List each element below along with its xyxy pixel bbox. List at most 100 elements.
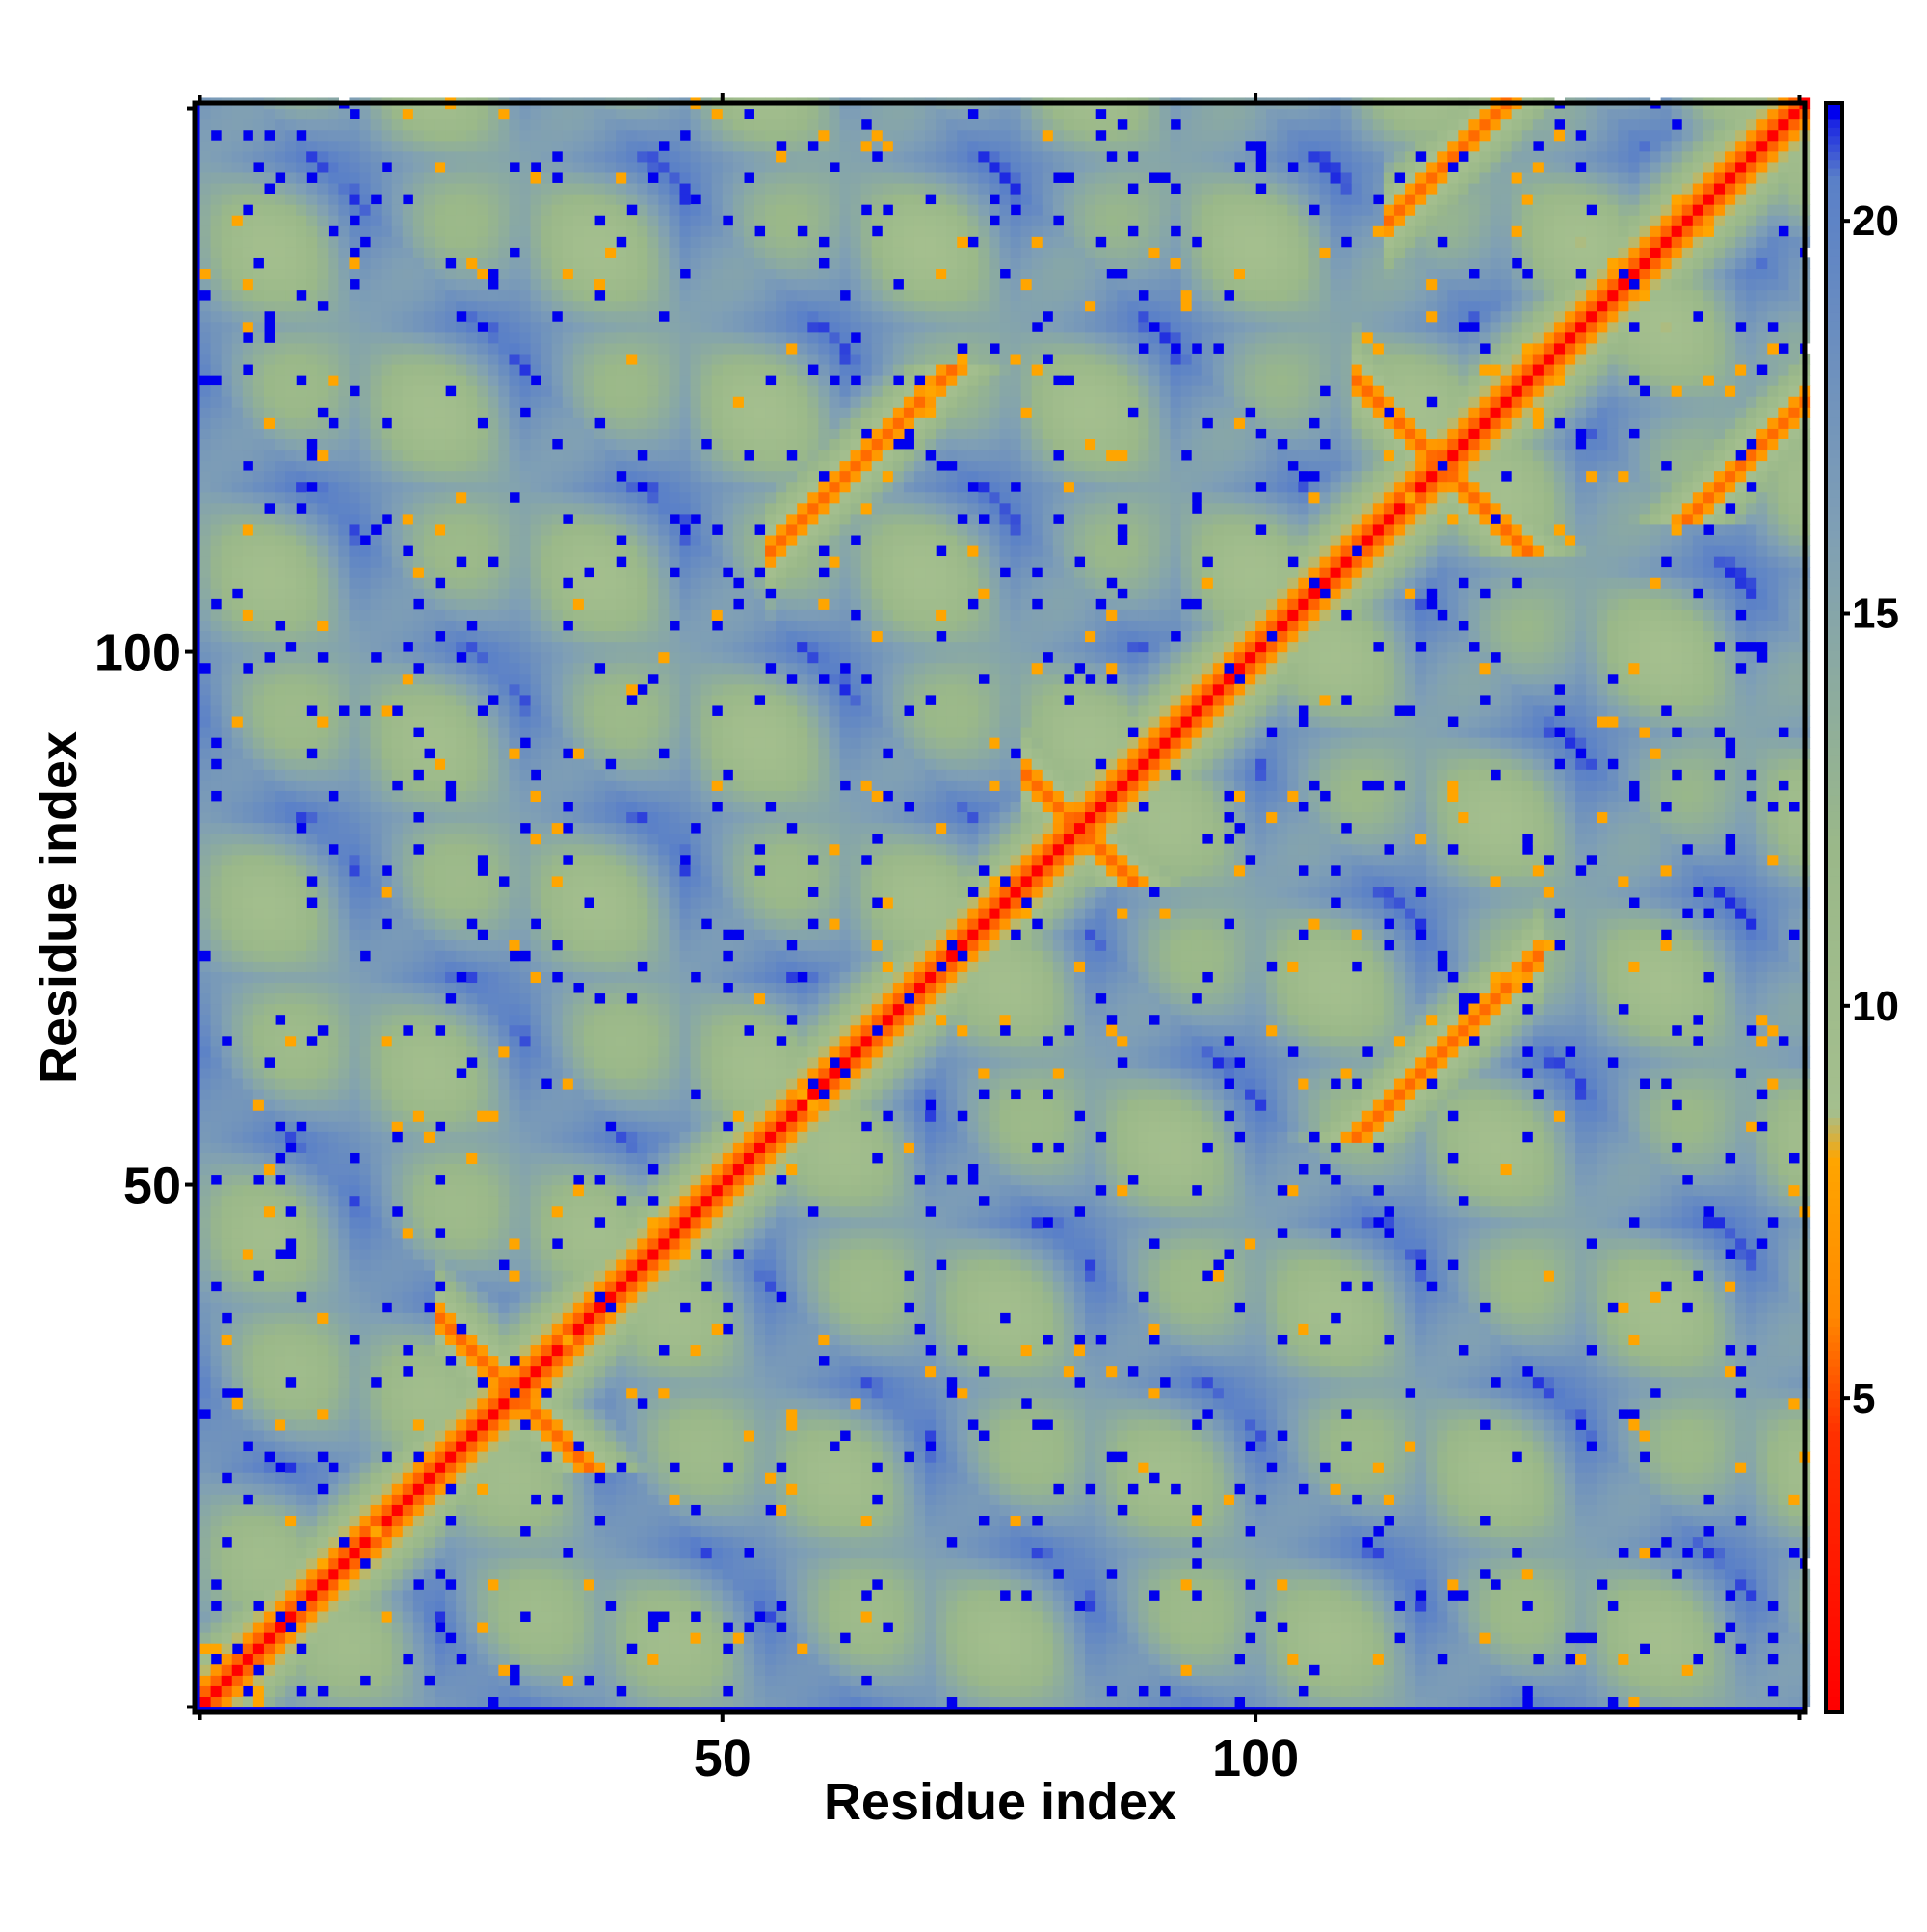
- heatmap-cell: [466, 630, 478, 643]
- heatmap-cell: [221, 1121, 233, 1132]
- heatmap-cell: [370, 556, 383, 568]
- heatmap-cell: [210, 1334, 223, 1346]
- heatmap-cell: [423, 1600, 436, 1612]
- heatmap-cell: [519, 310, 532, 323]
- heatmap-cell: [338, 1494, 351, 1505]
- heatmap-cell: [349, 918, 361, 930]
- heatmap-cell: [391, 204, 404, 216]
- heatmap-cell: [199, 385, 212, 397]
- heatmap-cell: [210, 822, 223, 834]
- heatmap-cell: [551, 801, 564, 813]
- heatmap-cell: [541, 1067, 553, 1079]
- heatmap-cell: [530, 1248, 542, 1260]
- heatmap-cell: [498, 225, 511, 237]
- heatmap-cell: [221, 1525, 233, 1538]
- heatmap-cell: [434, 940, 446, 951]
- heatmap-cell: [359, 588, 372, 599]
- heatmap-cell: [551, 407, 564, 418]
- heatmap-cell: [338, 854, 351, 866]
- heatmap-cell: [328, 1045, 339, 1058]
- heatmap-cell: [296, 918, 307, 930]
- heatmap-cell: [381, 523, 393, 536]
- heatmap-cell: [221, 1045, 233, 1058]
- heatmap-cell: [541, 1334, 553, 1346]
- heatmap-cell: [221, 1408, 233, 1420]
- heatmap-cell: [391, 428, 404, 439]
- heatmap-cell: [562, 1227, 574, 1239]
- heatmap-cell: [509, 236, 521, 248]
- heatmap-cell: [434, 1291, 446, 1303]
- heatmap-cell: [509, 748, 521, 759]
- heatmap-cell: [328, 353, 339, 365]
- heatmap-cell: [445, 950, 457, 962]
- heatmap-cell: [231, 1227, 244, 1239]
- heatmap-cell: [498, 704, 511, 717]
- heatmap-cell: [231, 673, 244, 685]
- heatmap-cell: [530, 1643, 542, 1654]
- heatmap-cell: [434, 918, 446, 930]
- heatmap-cell: [263, 1408, 276, 1420]
- heatmap-cell: [317, 1099, 329, 1111]
- heatmap-cell: [466, 449, 478, 462]
- heatmap-cell: [381, 577, 393, 589]
- heatmap-cell: [231, 150, 244, 163]
- heatmap-cell: [381, 748, 393, 759]
- heatmap-cell: [221, 683, 233, 696]
- heatmap-cell: [381, 1067, 393, 1079]
- heatmap-cell: [370, 620, 383, 632]
- heatmap-cell: [359, 544, 372, 557]
- heatmap-cell: [541, 491, 553, 504]
- heatmap-cell: [423, 1397, 436, 1410]
- heatmap-cell: [306, 470, 318, 483]
- heatmap-cell: [263, 950, 276, 962]
- heatmap-cell: [434, 1418, 446, 1431]
- heatmap-cell: [252, 556, 265, 568]
- heatmap-cell: [381, 1685, 393, 1698]
- heatmap-cell: [199, 161, 212, 173]
- heatmap-cell: [477, 1632, 488, 1644]
- heatmap-cell: [381, 236, 393, 248]
- heatmap-cell: [263, 864, 276, 877]
- heatmap-cell: [562, 1152, 574, 1165]
- heatmap-cell: [263, 1110, 276, 1122]
- heatmap-cell: [402, 502, 414, 515]
- heatmap-cell: [296, 1621, 307, 1633]
- heatmap-cell: [530, 1281, 542, 1292]
- heatmap-cell: [456, 1408, 467, 1420]
- heatmap-cell: [562, 971, 574, 984]
- heatmap-cell: [359, 353, 372, 365]
- heatmap-cell: [242, 1610, 254, 1623]
- heatmap-cell: [445, 1152, 457, 1165]
- heatmap-cell: [221, 833, 233, 845]
- heatmap-cell: [466, 704, 478, 717]
- heatmap-cell: [456, 1397, 467, 1410]
- heatmap-cell: [210, 428, 223, 439]
- heatmap-cell: [359, 1035, 372, 1047]
- heatmap-cell: [477, 982, 488, 994]
- heatmap-cell: [221, 491, 233, 504]
- heatmap-cell: [519, 726, 532, 738]
- heatmap-cell: [296, 1632, 307, 1644]
- heatmap-cell: [306, 268, 318, 280]
- heatmap-cell: [488, 1397, 499, 1410]
- heatmap-cell: [252, 1355, 265, 1367]
- heatmap-cell: [541, 449, 553, 462]
- heatmap-cell: [456, 896, 467, 909]
- heatmap-cell: [445, 683, 457, 696]
- heatmap-cell: [519, 1152, 532, 1165]
- heatmap-cell: [466, 673, 478, 685]
- heatmap-cell: [434, 961, 446, 972]
- heatmap-cell: [466, 150, 478, 163]
- heatmap-cell: [456, 140, 467, 152]
- heatmap-cell: [275, 1291, 286, 1303]
- heatmap-cell: [306, 1089, 318, 1100]
- heatmap-cell: [370, 1632, 383, 1644]
- heatmap-cell: [402, 704, 414, 717]
- heatmap-cell: [412, 182, 425, 195]
- heatmap-cell: [477, 331, 488, 344]
- heatmap-cell: [402, 1035, 414, 1047]
- heatmap-cell: [530, 119, 542, 131]
- heatmap-cell: [242, 1302, 254, 1313]
- heatmap-cell: [275, 811, 286, 824]
- heatmap-cell: [210, 1024, 223, 1037]
